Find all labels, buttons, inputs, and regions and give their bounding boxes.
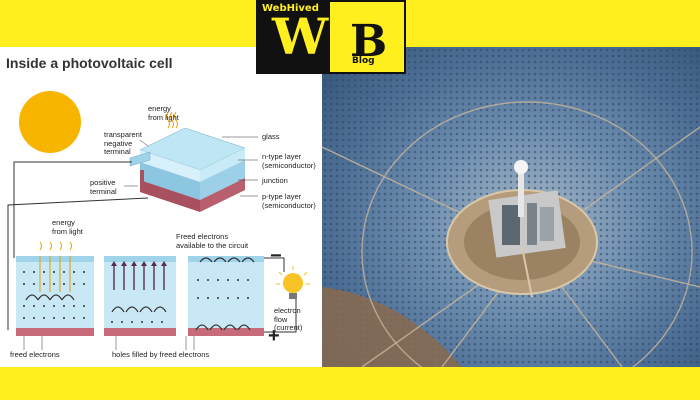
plus-sign: +	[268, 325, 280, 347]
panel-3	[188, 256, 297, 336]
logo-w-block	[256, 0, 328, 74]
minus-sign: −	[270, 245, 282, 267]
diagram-title: Inside a photovoltaic cell	[6, 55, 173, 71]
label-freed-electrons: freed electrons	[10, 350, 60, 359]
logo-blog-text: Blog	[352, 56, 375, 66]
label-energy-bottom: energy from light	[52, 218, 83, 236]
light-wave-icon	[166, 111, 178, 129]
panel-1	[16, 241, 94, 336]
photo-illustration	[322, 47, 700, 367]
logo-brand-text: WebHived	[262, 3, 319, 14]
label-positive-terminal: positive terminal	[90, 178, 117, 196]
panel-2	[104, 256, 176, 336]
pv-diagram	[7, 91, 310, 350]
logo-letter-b: B	[350, 16, 388, 67]
label-junction: junction	[262, 176, 288, 185]
sun-icon	[19, 91, 81, 153]
label-n-type: n-type layer (semiconductor)	[262, 152, 316, 170]
solar-tower-photo	[322, 47, 700, 367]
logo-b-block	[328, 0, 406, 74]
label-p-type: p-type layer (semiconductor)	[262, 192, 316, 210]
label-transparent-terminal: transparent negative terminal	[104, 130, 142, 157]
label-freed-available: Freed electrons available to the circuit	[176, 232, 249, 250]
label-energy-top: energy from light	[148, 104, 179, 122]
cell-stack	[129, 127, 246, 212]
label-glass: glass	[262, 132, 280, 141]
diagram-panel: energy from light transparent negative term…	[0, 47, 322, 367]
light-bulb-icon	[276, 266, 310, 299]
label-electron-flow: electron flow (current)	[274, 306, 303, 333]
logo-letter-w: W	[272, 7, 329, 66]
label-holes-filled: holes filled by freed electrons	[112, 350, 210, 359]
